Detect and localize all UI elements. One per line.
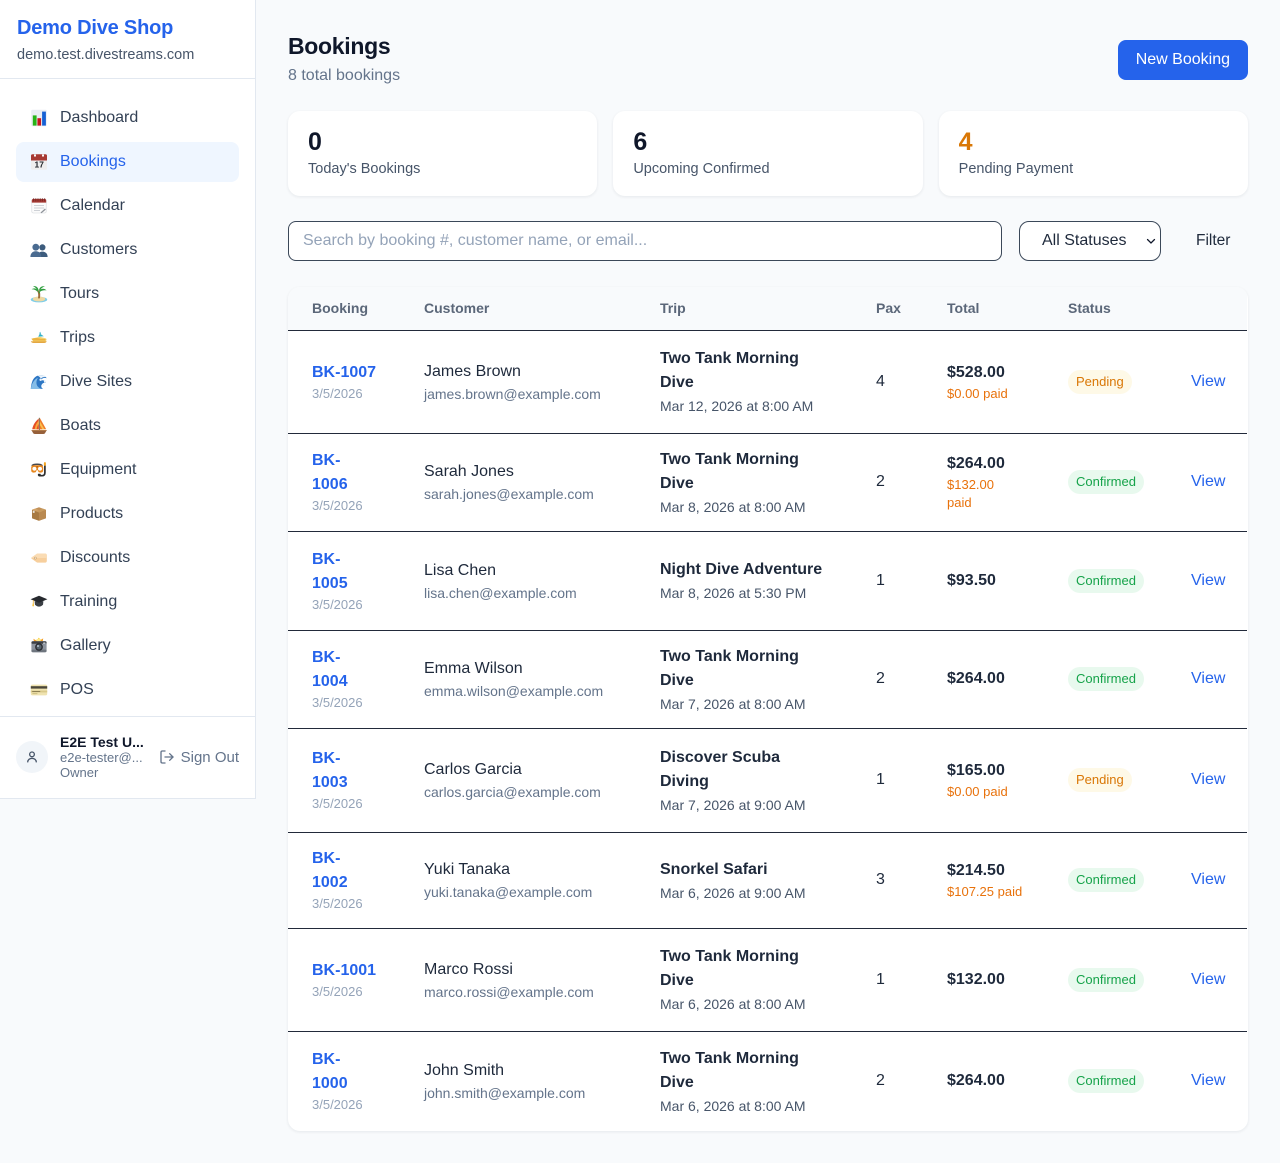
svg-text:17: 17 [35,160,45,170]
